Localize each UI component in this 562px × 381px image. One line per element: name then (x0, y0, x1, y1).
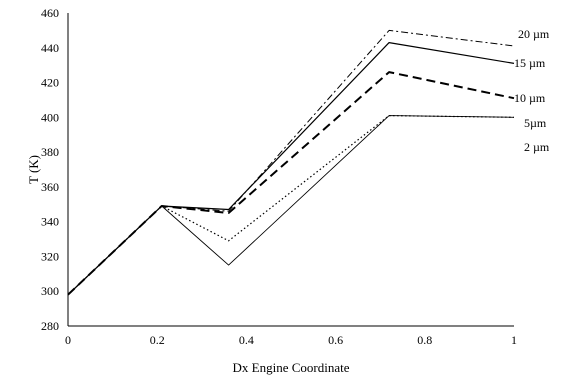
series-labels: 20 µm 15 µm 10 µm 5µm 2 µm (514, 27, 550, 154)
x-tick-label: 0.8 (417, 333, 432, 347)
series-line-3 (67, 71, 515, 296)
y-tick-labels: 280 300 320 340 360 380 400 420 440 460 (41, 6, 59, 333)
x-tick-label: 0.2 (150, 333, 165, 347)
x-tick-label: 1 (511, 333, 517, 347)
x-tick-label: 0 (65, 333, 71, 347)
y-tick-label: 460 (41, 6, 59, 20)
plot-lines (67, 29, 515, 296)
y-tick-label: 420 (41, 76, 59, 90)
y-tick-label: 320 (41, 249, 59, 263)
series-label-3: 10 µm (514, 91, 546, 105)
series-line-2 (67, 41, 515, 296)
y-tick-label: 440 (41, 41, 59, 55)
series-label-4: 5µm (524, 116, 547, 130)
series-label-1: 20 µm (518, 27, 550, 41)
y-tick-label: 340 (41, 215, 59, 229)
x-axis-title: Dx Engine Coordinate (233, 360, 350, 375)
series-label-5: 2 µm (524, 140, 550, 154)
y-axis-title: T (K) (26, 155, 41, 184)
y-tick-label: 380 (41, 145, 59, 159)
x-tick-label: 0.4 (239, 333, 254, 347)
series-line-4 (67, 114, 515, 296)
x-tick-label: 0.6 (328, 333, 343, 347)
series-label-2: 15 µm (514, 56, 546, 70)
x-tick-labels: 0 0.2 0.4 0.6 0.8 1 (65, 333, 517, 347)
y-tick-label: 300 (41, 284, 59, 298)
y-tick-label: 400 (41, 110, 59, 124)
series-line-5 (67, 115, 515, 296)
y-tick-label: 280 (41, 319, 59, 333)
y-tick-label: 360 (41, 180, 59, 194)
series-line-1 (67, 29, 515, 296)
